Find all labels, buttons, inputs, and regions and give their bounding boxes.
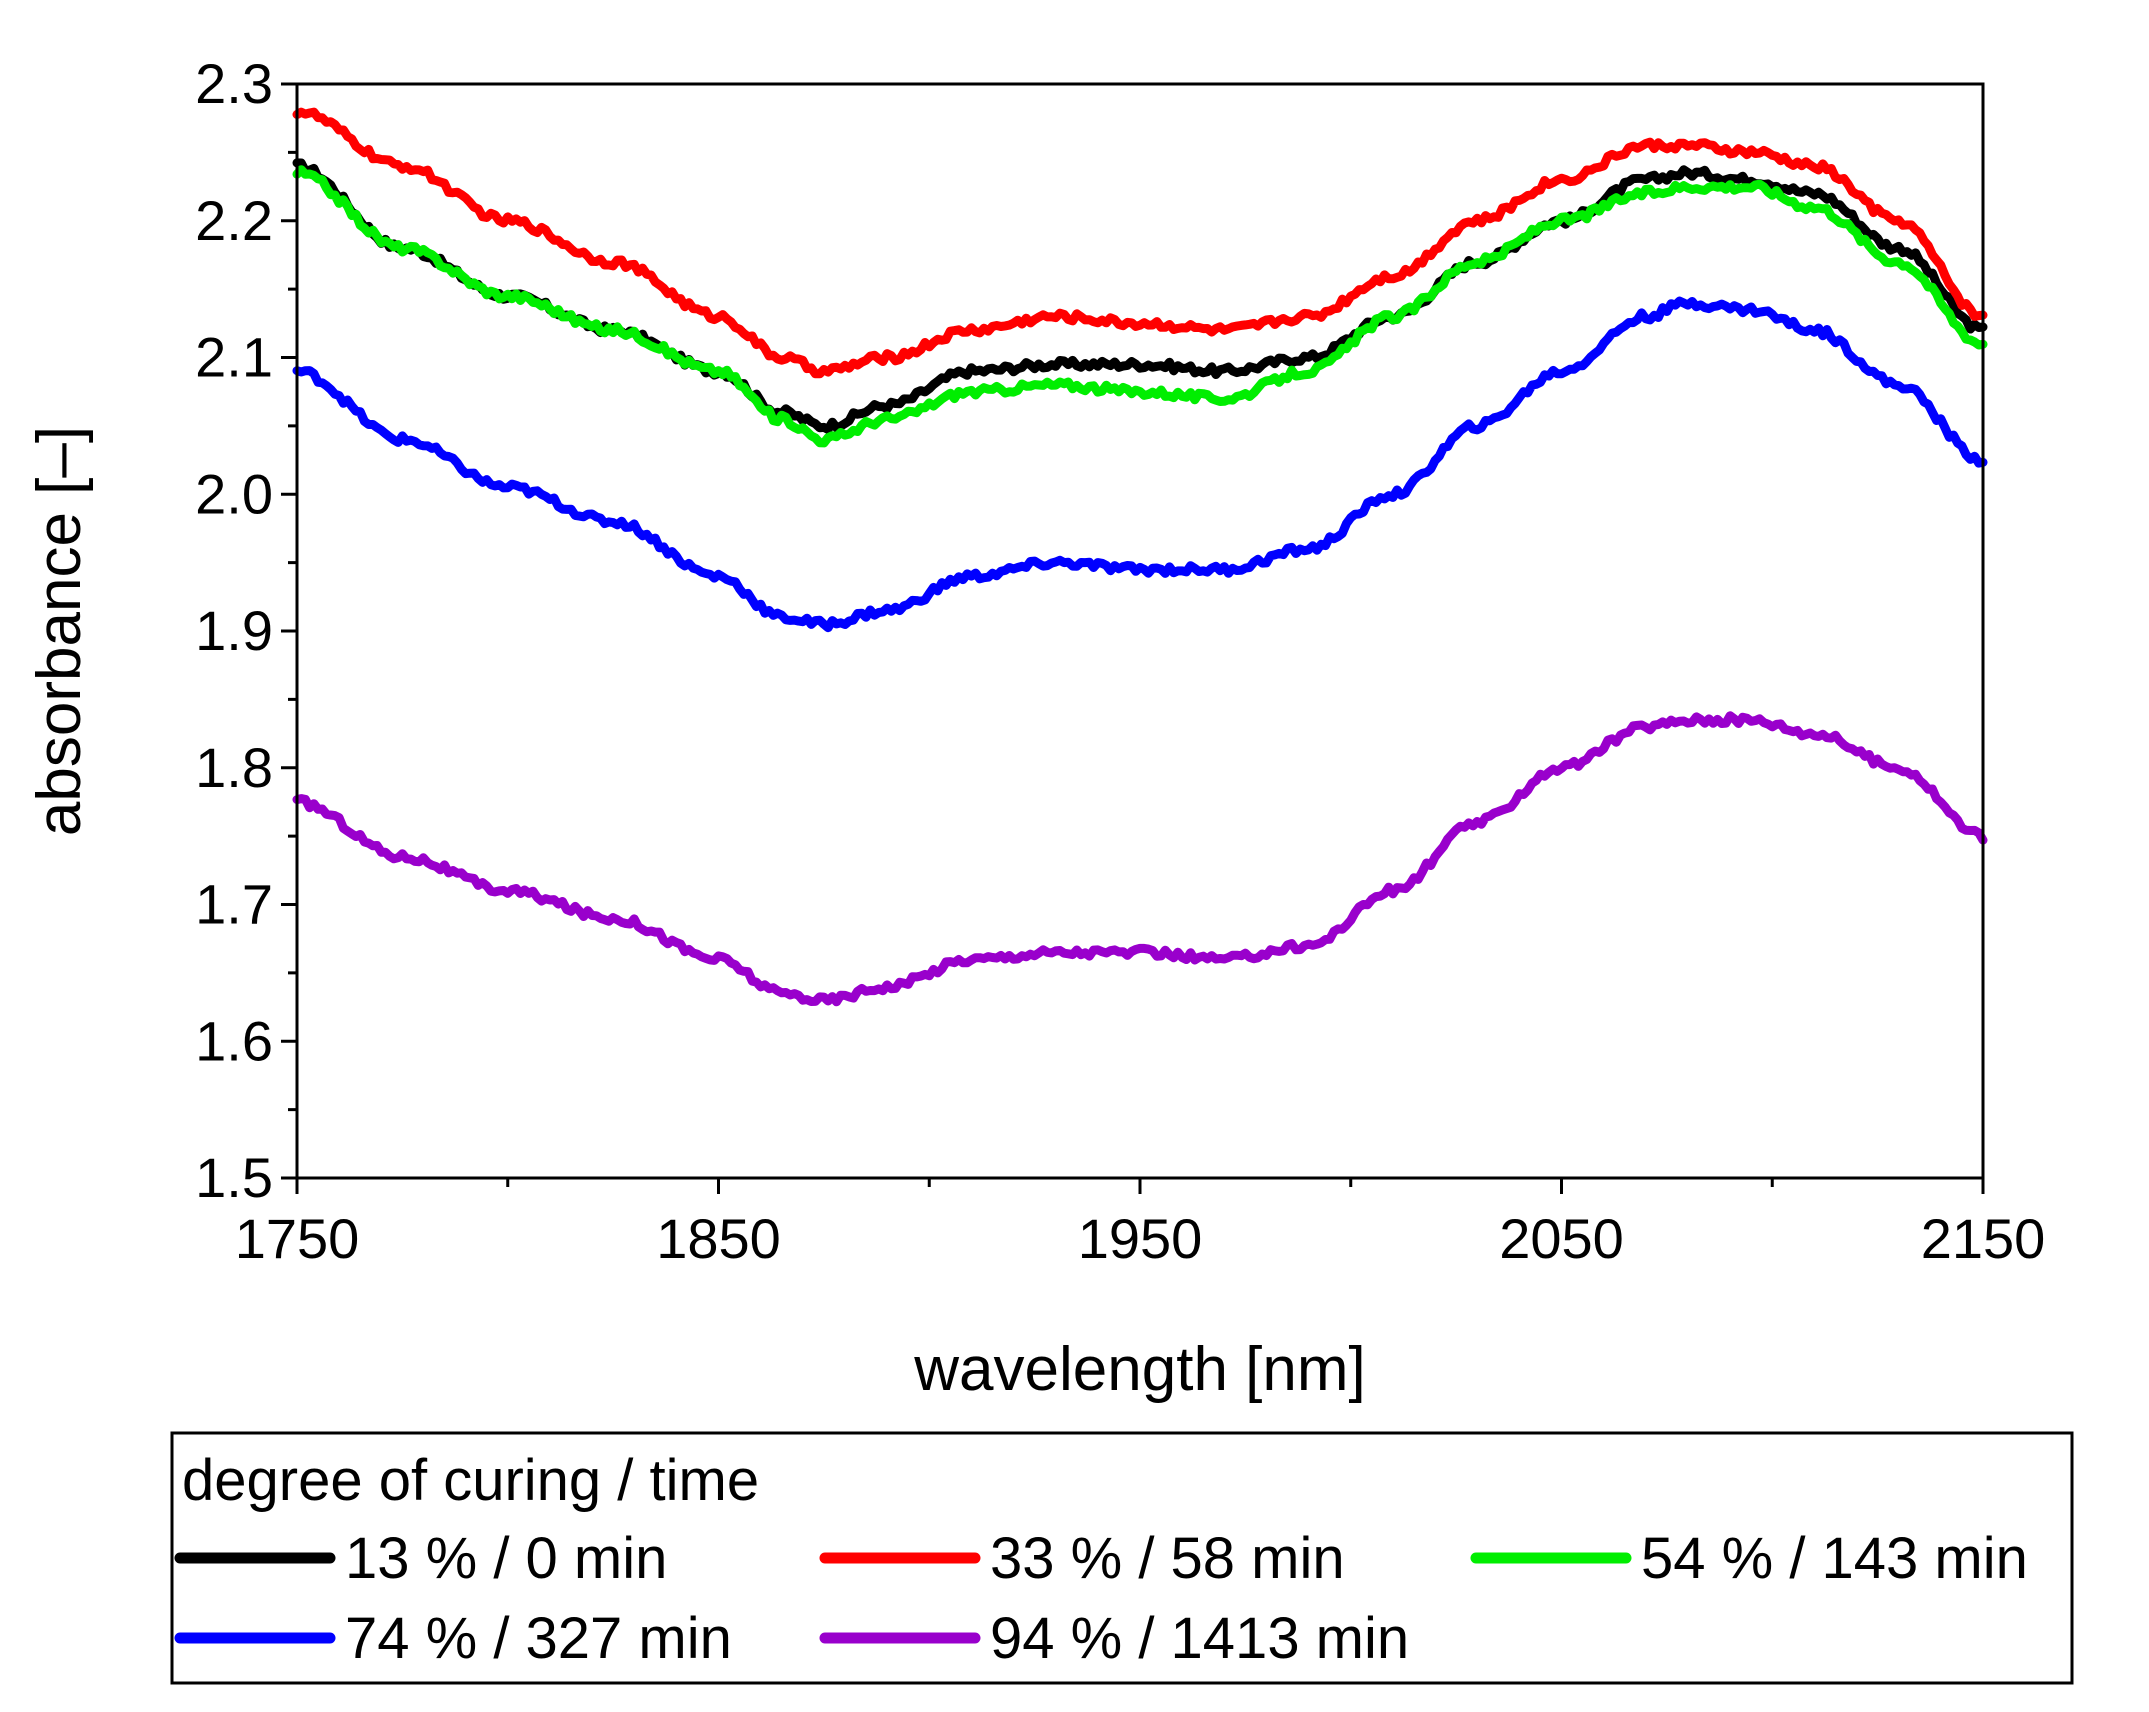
series-line <box>292 711 1988 1007</box>
legend-item: 94 % / 1413 min <box>819 1606 1409 1671</box>
y-tick-label: 1.7 <box>195 873 273 936</box>
series-line <box>292 296 1988 633</box>
y-tick-label: 2.3 <box>195 52 273 115</box>
legend: degree of curing / time 13 % / 0 min 33 %… <box>170 1431 2074 1685</box>
series-line <box>292 107 1988 379</box>
x-tick-label: 2050 <box>1499 1207 1624 1270</box>
y-tick-label: 1.8 <box>195 736 273 799</box>
y-tick-label: 2.0 <box>195 462 273 525</box>
y-tick-label: 2.1 <box>195 326 273 389</box>
legend-label: 54 % / 143 min <box>1641 1526 2028 1591</box>
y-tick-label: 1.6 <box>195 1009 273 1072</box>
legend-label: 13 % / 0 min <box>345 1526 667 1591</box>
legend-item: 74 % / 327 min <box>174 1606 732 1671</box>
legend-item: 33 % / 58 min <box>819 1526 1345 1591</box>
x-tick-label: 1850 <box>656 1207 781 1270</box>
y-tick-label: 1.9 <box>195 599 273 662</box>
y-tick-label: 1.5 <box>195 1146 273 1209</box>
legend-item: 54 % / 143 min <box>1470 1526 2028 1591</box>
y-axis-title: absorbance [–] <box>25 426 94 836</box>
x-tick-label: 1950 <box>1078 1207 1203 1270</box>
legend-label: 94 % / 1413 min <box>990 1606 1409 1671</box>
y-tick-label: 2.2 <box>195 189 273 252</box>
legend-box <box>170 1431 2074 1685</box>
series-layer <box>292 107 1988 1007</box>
legend-label: 74 % / 327 min <box>345 1606 732 1671</box>
x-tick-label: 1750 <box>235 1207 360 1270</box>
legend-label: 33 % / 58 min <box>990 1526 1345 1591</box>
plot-frame <box>295 82 1985 1180</box>
x-tick-label: 2150 <box>1921 1207 2046 1270</box>
legend-items: 13 % / 0 min 33 % / 58 min 54 % / 143 min 7… <box>174 1526 2028 1671</box>
series-line <box>292 165 1988 448</box>
axes-layer: 1.5 1.6 1.7 1.8 1.9 2.0 2.1 2.2 2.3 1750 1850 1950 2… <box>195 52 2045 1270</box>
legend-title: degree of curing / time <box>182 1448 759 1513</box>
legend-item: 13 % / 0 min <box>174 1526 667 1591</box>
x-axis-title: wavelength [nm] <box>913 1335 1365 1404</box>
